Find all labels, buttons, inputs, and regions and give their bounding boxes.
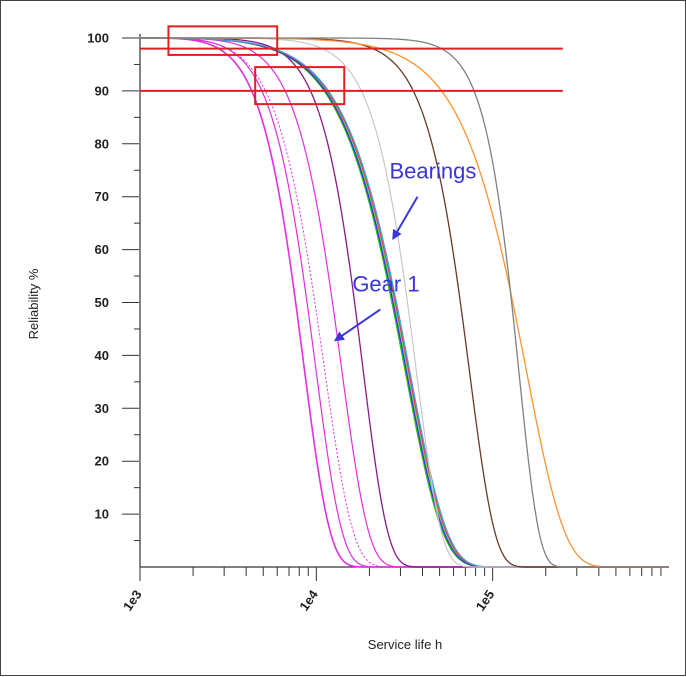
annotations-group: Bearings Gear 1 bbox=[333, 159, 477, 342]
y-tick-label: 100 bbox=[87, 31, 109, 46]
series-line bbox=[140, 37, 669, 568]
series-line bbox=[140, 37, 669, 568]
series-line bbox=[140, 37, 669, 568]
series-line bbox=[140, 37, 669, 568]
y-tick-label: 40 bbox=[95, 348, 109, 363]
series-line bbox=[140, 37, 669, 568]
annotation-label: Gear 1 bbox=[352, 271, 419, 296]
series-line bbox=[140, 37, 669, 568]
y-tick-label: 10 bbox=[95, 507, 109, 522]
y-tick-label: 30 bbox=[95, 401, 109, 416]
series-line bbox=[140, 37, 669, 568]
series-line bbox=[140, 37, 669, 568]
annotation-arrow bbox=[333, 308, 381, 342]
y-tick-label: 90 bbox=[95, 83, 109, 98]
series-line bbox=[140, 37, 669, 568]
series-group bbox=[140, 37, 669, 568]
y-tick-label: 20 bbox=[95, 454, 109, 469]
highlight-boxes-group bbox=[167, 25, 346, 106]
x-axis-title: Service life h bbox=[368, 637, 442, 652]
y-tick-label: 70 bbox=[95, 189, 109, 204]
tick-labels-group: 10 20 30 40 50 60 70 80 90 100 1e3 1e4 1e5 bbox=[87, 31, 497, 614]
x-tick-label: 1e3 bbox=[120, 587, 145, 613]
y-axis-title: Reliability % bbox=[26, 268, 41, 339]
annotation-arrow bbox=[392, 196, 419, 241]
series-line bbox=[140, 37, 669, 568]
x-tick-label: 1e4 bbox=[296, 587, 321, 614]
y-tick-label: 80 bbox=[95, 136, 109, 151]
series-line bbox=[140, 37, 669, 568]
x-tick-label: 1e5 bbox=[473, 587, 498, 613]
highlight-box bbox=[254, 66, 346, 106]
series-line bbox=[140, 37, 669, 568]
series-line bbox=[140, 37, 669, 568]
highlight-box bbox=[167, 25, 279, 56]
y-tick-label: 60 bbox=[95, 242, 109, 257]
annotation-label: Bearings bbox=[390, 159, 477, 184]
reference-lines-group bbox=[140, 47, 563, 92]
series-line bbox=[140, 37, 669, 568]
y-tick-label: 50 bbox=[95, 295, 109, 310]
